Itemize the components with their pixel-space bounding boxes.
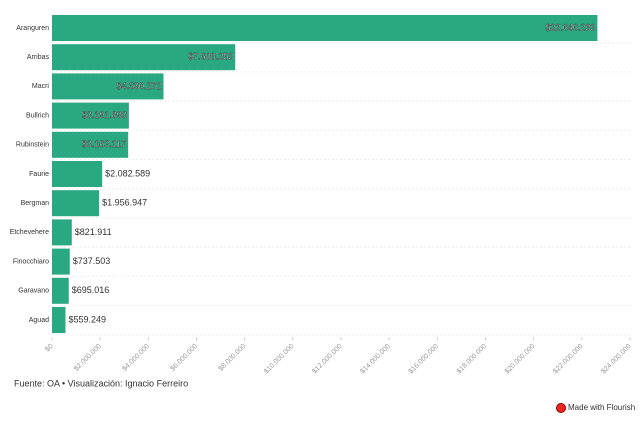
y-tick-label: Arribas	[27, 54, 50, 61]
value-label: $821.911	[75, 227, 112, 237]
x-tick-label: $24.000.000	[600, 343, 633, 376]
value-label: $2.082.589	[105, 168, 150, 178]
bar	[52, 73, 164, 100]
bar	[52, 131, 129, 158]
bar	[52, 15, 598, 41]
bar	[52, 161, 103, 187]
bar	[52, 219, 72, 246]
x-tick-label: $22.000.000	[552, 343, 585, 376]
y-tick-label: Faurie	[29, 171, 49, 178]
y-tick-label: Aguad	[29, 317, 49, 324]
bar	[52, 307, 66, 333]
y-tick-label: Rubinstein	[16, 142, 49, 149]
x-tick-label: $14.000.000	[359, 343, 392, 376]
x-tick-label: $4.000.000	[121, 343, 151, 373]
value-label: $7.608.253	[188, 52, 233, 62]
y-tick-label: Etchevehere	[10, 229, 49, 236]
y-tick-label: Bergman	[21, 200, 50, 207]
credit[interactable]: Made with Flourish	[568, 403, 635, 412]
y-tick-label: Macri	[32, 83, 50, 90]
bar	[52, 102, 129, 129]
x-tick-label: $2.000.000	[73, 343, 103, 373]
value-label: $695.016	[72, 285, 110, 295]
x-tick-label: $6.000.000	[169, 343, 199, 373]
x-tick-label: $10.000.000	[263, 343, 296, 376]
value-label: $559.249	[68, 314, 106, 324]
y-tick-label: Aranguren	[16, 25, 49, 32]
x-tick-label: $12.000.000	[311, 343, 344, 376]
bar	[52, 190, 100, 217]
bar	[52, 277, 69, 304]
value-label: $737.503	[73, 256, 111, 266]
bar	[52, 44, 236, 71]
value-label: $1.956.947	[102, 198, 147, 208]
y-tick-label: Finocchiaro	[13, 258, 49, 265]
x-tick-label: $20.000.000	[504, 343, 537, 376]
x-tick-label: $0	[44, 343, 55, 354]
value-label: $3.191.893	[82, 110, 127, 120]
value-label: $3.163.117	[82, 139, 126, 149]
source: Fuente: OA • Visualización: Ignacio Ferr…	[14, 378, 188, 388]
flourish-logo	[556, 403, 566, 413]
y-tick-label: Garavano	[18, 288, 49, 295]
bar	[52, 248, 70, 275]
y-tick-label: Bullrich	[26, 112, 49, 119]
x-tick-label: $8.000.000	[218, 343, 248, 373]
x-tick-label: $16.000.000	[408, 343, 441, 376]
value-label: $4.630.272	[116, 81, 161, 91]
x-tick-label: $18.000.000	[456, 343, 489, 376]
value-label: $22.646.233	[545, 22, 595, 32]
